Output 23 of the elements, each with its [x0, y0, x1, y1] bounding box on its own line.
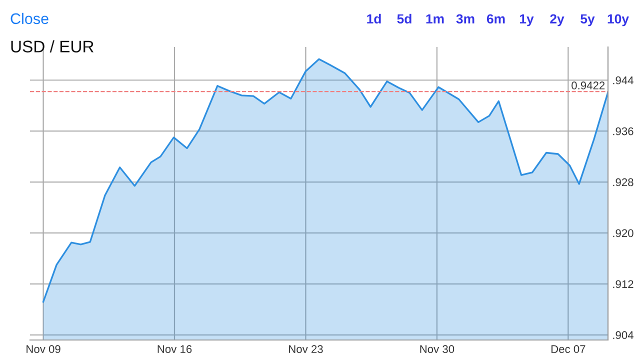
y-tick-label: .928: [613, 178, 634, 186]
text: 6m: [486, 14, 505, 24]
x-tick-label: Dec 07: [551, 345, 586, 354]
text: 1y: [520, 14, 534, 26]
chart-title: USD / EUR: [11, 40, 94, 52]
x-tick-label: Nov 16: [158, 345, 192, 354]
ref-line-label: 0.9422: [572, 82, 605, 90]
y-tick-label: .904: [613, 331, 634, 340]
y-tick-label: .944: [613, 76, 634, 84]
text: Close: [10, 12, 48, 24]
y-tick-label: .936: [613, 127, 634, 136]
y-tick-label: .920: [613, 229, 634, 238]
text: 5d: [397, 14, 412, 24]
text: 5y: [580, 14, 595, 26]
x-tick-label: Nov 23: [289, 345, 323, 354]
text: 10y: [608, 14, 629, 26]
text: 1d: [367, 14, 381, 24]
x-tick-label: Nov 30: [420, 345, 454, 354]
y-tick-label: .912: [613, 280, 634, 288]
text: 1m: [426, 14, 444, 24]
text: 2y: [550, 14, 564, 26]
text: 3m: [456, 14, 474, 24]
x-tick-label: Nov 09: [26, 345, 60, 354]
